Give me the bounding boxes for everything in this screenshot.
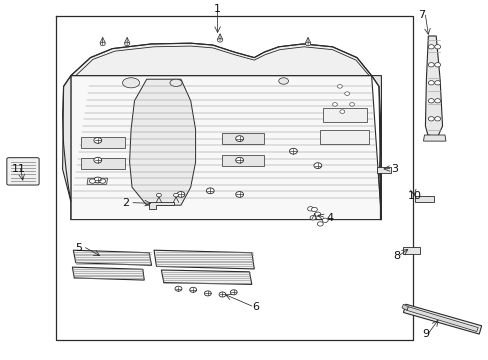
Polygon shape <box>161 270 251 284</box>
Circle shape <box>309 216 315 220</box>
Polygon shape <box>222 155 264 166</box>
Circle shape <box>307 207 313 211</box>
Polygon shape <box>403 247 419 254</box>
Polygon shape <box>371 76 381 220</box>
Circle shape <box>427 63 433 67</box>
Circle shape <box>337 85 342 88</box>
Circle shape <box>314 212 320 216</box>
Text: 6: 6 <box>251 302 258 312</box>
Circle shape <box>89 179 95 183</box>
Text: 1: 1 <box>214 4 221 14</box>
Circle shape <box>344 92 349 95</box>
Text: 4: 4 <box>326 213 333 223</box>
FancyBboxPatch shape <box>7 158 39 185</box>
Polygon shape <box>71 76 381 220</box>
Circle shape <box>100 179 105 183</box>
Circle shape <box>289 148 297 154</box>
Polygon shape <box>73 250 151 265</box>
Circle shape <box>339 110 344 113</box>
Polygon shape <box>376 167 390 173</box>
Circle shape <box>311 207 317 212</box>
Circle shape <box>235 192 243 197</box>
Text: 2: 2 <box>122 198 129 208</box>
Circle shape <box>124 42 129 46</box>
Polygon shape <box>154 250 254 269</box>
Circle shape <box>332 103 337 106</box>
Circle shape <box>434 117 440 121</box>
Circle shape <box>427 99 433 103</box>
Text: 5: 5 <box>75 243 81 253</box>
Polygon shape <box>81 137 124 148</box>
Polygon shape <box>320 130 368 144</box>
Circle shape <box>417 197 423 201</box>
Polygon shape <box>423 135 445 141</box>
Circle shape <box>322 218 327 222</box>
Circle shape <box>305 42 310 46</box>
Polygon shape <box>401 304 407 310</box>
Polygon shape <box>406 307 477 332</box>
Circle shape <box>235 157 243 163</box>
Ellipse shape <box>278 78 288 84</box>
Text: 8: 8 <box>393 251 400 261</box>
Polygon shape <box>129 79 195 205</box>
Circle shape <box>177 192 184 197</box>
Text: 3: 3 <box>390 164 397 174</box>
Circle shape <box>427 45 433 49</box>
Circle shape <box>189 287 196 292</box>
Circle shape <box>206 188 214 194</box>
Text: 10: 10 <box>407 191 421 201</box>
Circle shape <box>230 290 237 295</box>
Text: 11: 11 <box>12 164 25 174</box>
Polygon shape <box>87 178 107 184</box>
Circle shape <box>424 197 430 201</box>
Polygon shape <box>149 202 173 209</box>
Polygon shape <box>414 196 433 202</box>
Polygon shape <box>322 108 366 122</box>
Circle shape <box>156 193 161 197</box>
Polygon shape <box>222 133 264 144</box>
Circle shape <box>427 81 433 85</box>
Ellipse shape <box>169 79 182 86</box>
Circle shape <box>235 136 243 141</box>
Polygon shape <box>62 76 71 202</box>
Text: 9: 9 <box>421 329 428 339</box>
Circle shape <box>427 117 433 121</box>
Polygon shape <box>425 36 442 137</box>
Circle shape <box>434 63 440 67</box>
Polygon shape <box>71 43 371 76</box>
Polygon shape <box>72 267 144 280</box>
Circle shape <box>313 163 321 168</box>
Circle shape <box>411 248 417 252</box>
Polygon shape <box>403 304 481 334</box>
Circle shape <box>434 99 440 103</box>
Text: 7: 7 <box>417 10 424 20</box>
Circle shape <box>94 157 102 163</box>
Circle shape <box>173 193 178 197</box>
Circle shape <box>405 248 410 252</box>
Polygon shape <box>9 159 37 184</box>
Polygon shape <box>81 158 124 169</box>
Circle shape <box>94 138 102 143</box>
Circle shape <box>219 292 225 297</box>
Circle shape <box>434 81 440 85</box>
Ellipse shape <box>122 78 140 88</box>
Circle shape <box>204 291 211 296</box>
Circle shape <box>100 42 105 46</box>
Circle shape <box>349 103 354 106</box>
Circle shape <box>434 45 440 49</box>
Circle shape <box>94 177 102 183</box>
Circle shape <box>175 286 182 291</box>
Circle shape <box>317 222 323 226</box>
Circle shape <box>217 39 222 42</box>
